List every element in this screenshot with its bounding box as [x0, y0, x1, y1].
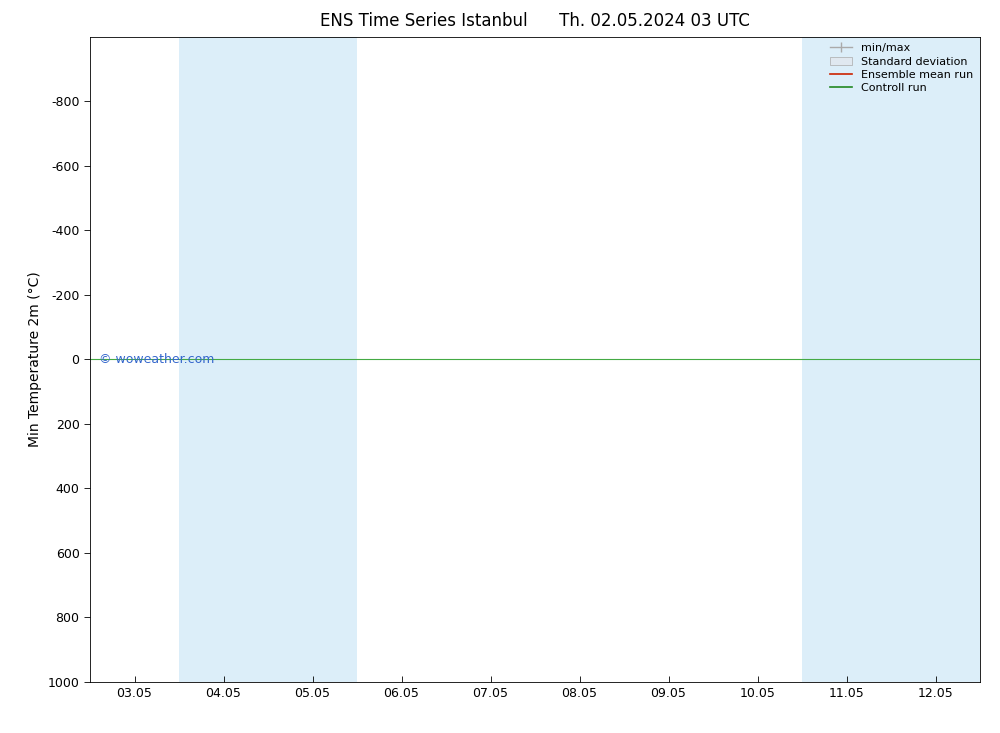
Y-axis label: Min Temperature 2m (°C): Min Temperature 2m (°C)	[28, 271, 42, 447]
Legend: min/max, Standard deviation, Ensemble mean run, Controll run: min/max, Standard deviation, Ensemble me…	[826, 39, 978, 97]
Title: ENS Time Series Istanbul      Th. 02.05.2024 03 UTC: ENS Time Series Istanbul Th. 02.05.2024 …	[320, 12, 750, 29]
Bar	[802, 37, 980, 682]
Bar	[179, 37, 357, 682]
Text: © woweather.com: © woweather.com	[99, 353, 214, 366]
